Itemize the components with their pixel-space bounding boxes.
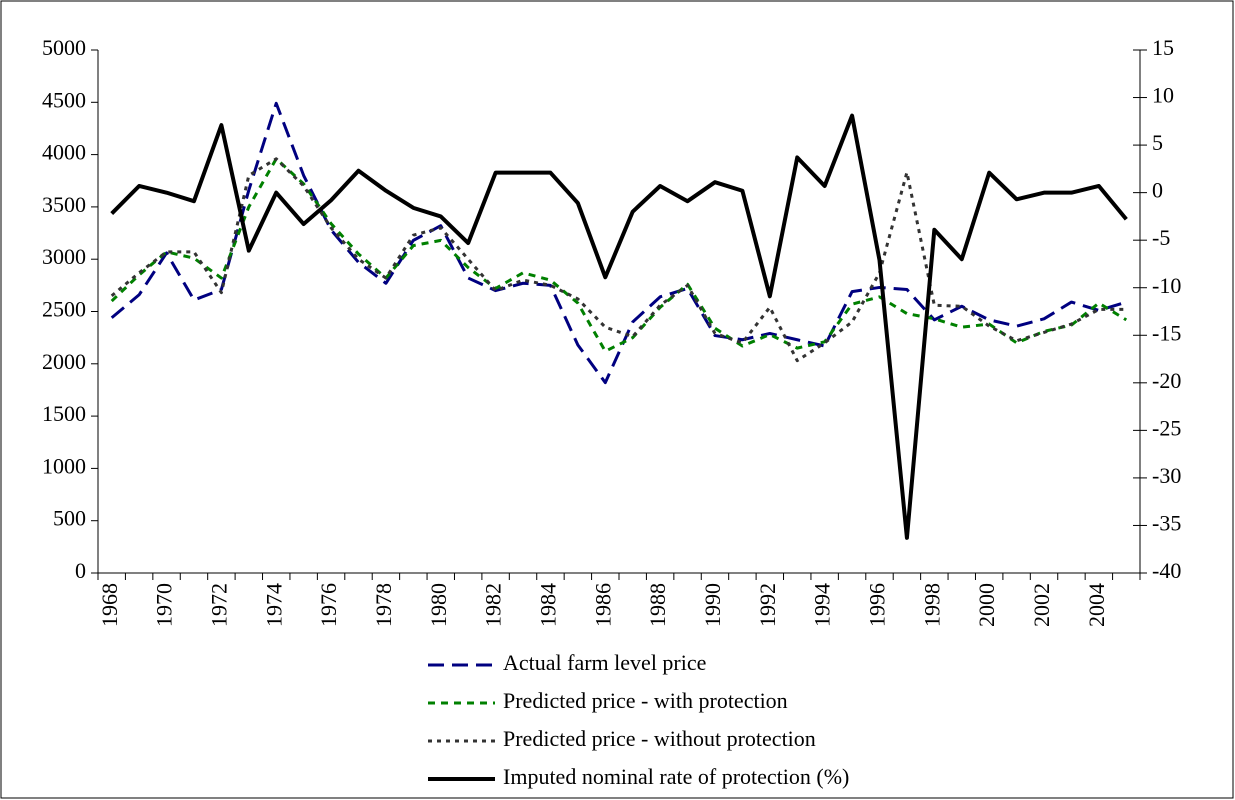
x-tick-label: 1980 [426,583,451,627]
y-tick-label: 5000 [42,35,86,60]
x-tick-label: 1972 [206,583,231,627]
y-tick-label: 2500 [42,297,86,322]
y-tick-label: 1500 [42,401,86,426]
y2-tick-label: -25 [1152,415,1181,440]
legend-label: Predicted price - with protection [503,688,788,713]
series-line [110,157,1127,363]
x-tick-label: 1968 [97,583,122,627]
x-tick-label: 1986 [590,583,615,627]
legend-label: Imputed nominal rate of protection (%) [503,764,849,789]
x-tick-label: 1978 [371,583,396,627]
series-line [110,113,1128,540]
series-line [110,101,1127,385]
x-tick-label: 2002 [1029,583,1054,627]
x-tick-label: 1976 [316,583,341,627]
x-tick-label: 1970 [152,583,177,627]
x-tick-label: 1992 [755,583,780,627]
legend-label: Actual farm level price [503,650,706,675]
x-tick-label: 1994 [810,583,835,627]
y2-tick-label: -10 [1152,273,1181,298]
y-tick-label: 1000 [42,453,86,478]
x-tick-label: 1988 [645,583,670,627]
y-tick-label: 0 [75,558,86,583]
y2-tick-label: -15 [1152,320,1181,345]
y2-tick-label: -5 [1152,225,1170,250]
x-tick-label: 1990 [700,583,725,627]
x-tick-label: 1974 [261,583,286,627]
y2-tick-label: 15 [1152,35,1174,60]
y2-tick-label: 10 [1152,83,1174,108]
y-tick-label: 3000 [42,244,86,269]
y-tick-label: 500 [53,506,86,531]
x-tick-label: 1996 [865,583,890,627]
y2-tick-label: -30 [1152,463,1181,488]
x-tick-label: 2000 [974,583,999,627]
y2-tick-label: -35 [1152,511,1181,536]
y-tick-label: 4000 [42,140,86,165]
y-tick-label: 3500 [42,192,86,217]
y2-tick-label: 5 [1152,130,1163,155]
y2-tick-label: -20 [1152,368,1181,393]
x-tick-label: 2004 [1084,583,1109,627]
y2-tick-label: -40 [1152,558,1181,583]
x-tick-label: 1982 [481,583,506,627]
y-tick-label: 2000 [42,349,86,374]
x-tick-label: 1998 [919,583,944,627]
series-line [110,157,1128,353]
x-tick-label: 1984 [535,583,560,627]
legend-label: Predicted price - without protection [503,726,816,751]
y2-tick-label: 0 [1152,178,1163,203]
y-tick-label: 4500 [42,87,86,112]
